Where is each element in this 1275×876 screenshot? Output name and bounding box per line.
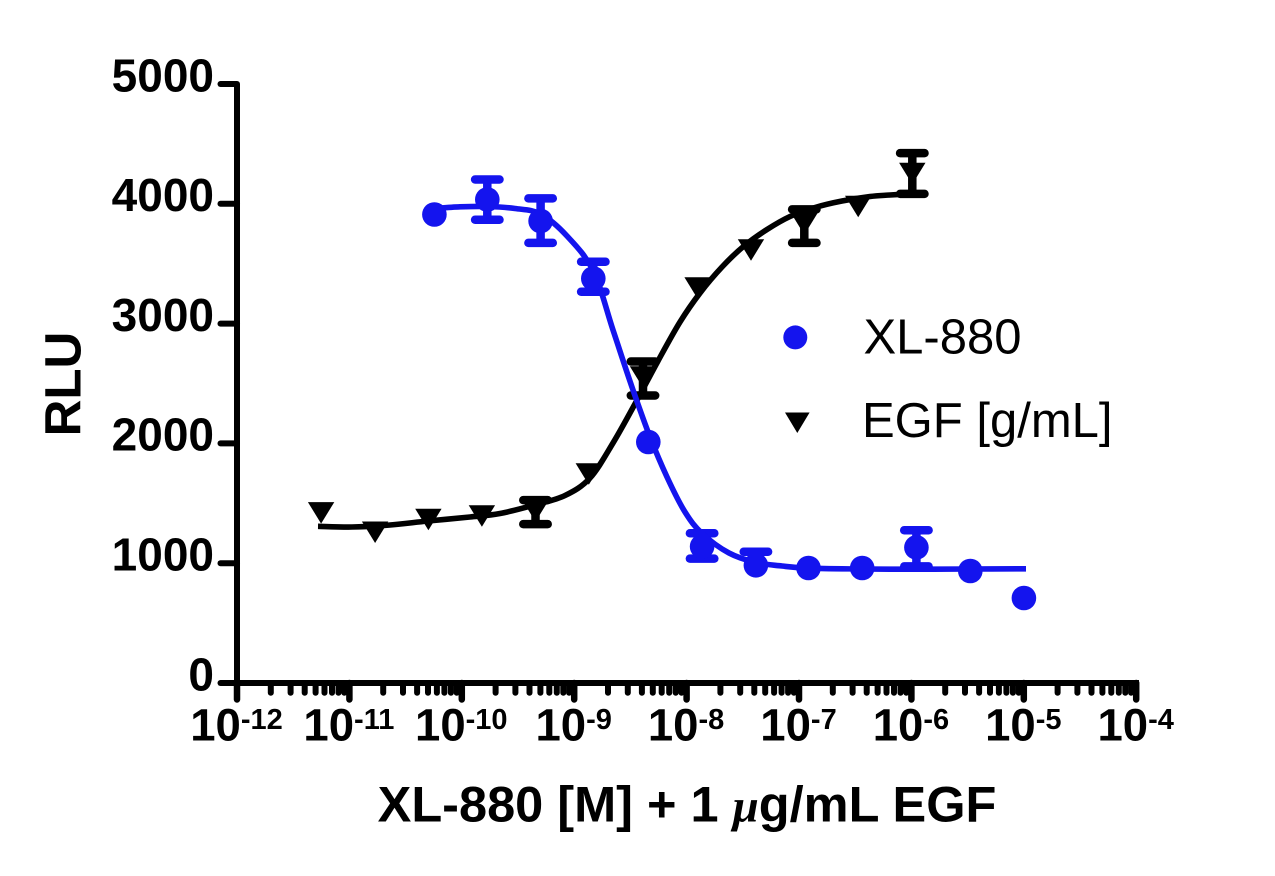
svg-text:10-10: 10-10 bbox=[415, 699, 508, 750]
svg-text:10-12: 10-12 bbox=[190, 699, 283, 750]
svg-text:10-5: 10-5 bbox=[985, 699, 1061, 750]
svg-text:3000: 3000 bbox=[112, 289, 214, 341]
svg-text:XL-880 [M] + 1 μg/mL EGF: XL-880 [M] + 1 μg/mL EGF bbox=[378, 776, 997, 833]
svg-text:EGF [g/mL]: EGF [g/mL] bbox=[862, 394, 1113, 448]
svg-text:10-7: 10-7 bbox=[760, 699, 836, 750]
svg-text:0: 0 bbox=[188, 648, 214, 700]
svg-text:10-4: 10-4 bbox=[1097, 699, 1173, 750]
svg-text:5000: 5000 bbox=[112, 49, 214, 101]
svg-text:2000: 2000 bbox=[112, 409, 214, 461]
svg-text:10-8: 10-8 bbox=[648, 699, 724, 750]
svg-text:10-11: 10-11 bbox=[303, 699, 394, 750]
svg-text:1000: 1000 bbox=[112, 529, 214, 581]
svg-text:RLU: RLU bbox=[35, 332, 92, 437]
svg-text:10-6: 10-6 bbox=[873, 699, 949, 750]
svg-text:XL-880: XL-880 bbox=[864, 311, 1022, 365]
svg-text:10-9: 10-9 bbox=[535, 699, 611, 750]
svg-text:4000: 4000 bbox=[112, 169, 214, 221]
